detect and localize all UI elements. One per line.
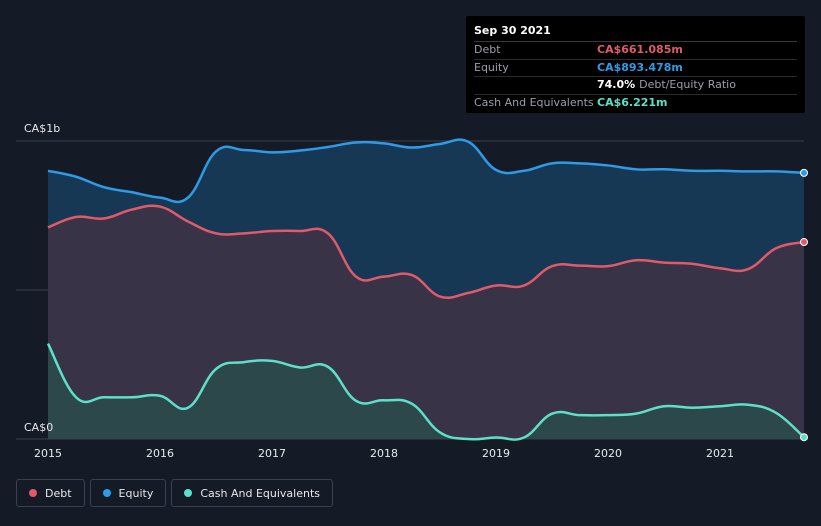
tooltip-row: Debt CA$661.085m — [474, 42, 797, 60]
tooltip-rows: Debt CA$661.085m Equity CA$893.478m 74.0% Deb… — [474, 42, 797, 111]
chart-lines — [46, 138, 805, 441]
x-tick-2015: 2015 — [34, 447, 62, 460]
debt-endpoint — [800, 238, 808, 247]
legend-label: Equity — [118, 486, 154, 500]
cash-and-equivalents-line — [46, 343, 805, 441]
tooltip-row-suffix: Debt/Equity Ratio — [639, 78, 736, 91]
tooltip-row-value: 74.0% — [597, 78, 636, 91]
tooltip-row: Equity CA$893.478m — [474, 60, 797, 77]
legend-item-debt[interactable]: Debt — [16, 479, 85, 507]
chart-legend: Debt Equity Cash And Equivalents — [16, 479, 333, 507]
equity-endpoint — [800, 168, 808, 177]
legend-item-equity[interactable]: Equity — [89, 479, 167, 507]
chart-areas — [48, 139, 804, 440]
x-tick-2017: 2017 — [258, 447, 286, 460]
tooltip-row: 74.0% Debt/Equity Ratio — [474, 77, 797, 95]
legend-dot-icon — [102, 489, 111, 497]
tooltip-row-value: CA$661.085m — [597, 43, 683, 56]
debt-equity-chart: CA$1b CA$0 2015 2016 2017 2018 2019 2020 2021 — [16, 122, 808, 460]
x-axis: 2015 2016 2017 2018 2019 2020 2021 — [34, 447, 734, 460]
legend-item-cash-and-equivalents[interactable]: Cash And Equivalents — [171, 479, 333, 507]
y-label-top: CA$1b — [24, 122, 60, 135]
y-axis: CA$1b CA$0 — [24, 122, 60, 434]
debt-line — [47, 204, 805, 300]
legend-label: Cash And Equivalents — [200, 486, 320, 500]
tooltip-row-label — [474, 77, 597, 94]
data-tooltip: Sep 30 2021 Debt CA$661.085m Equity CA$893.… — [466, 16, 805, 113]
legend-dot-icon — [29, 489, 37, 497]
tooltip-row-label: Debt — [474, 43, 501, 56]
legend-label: Debt — [45, 486, 72, 500]
chart-endpoints — [800, 168, 808, 442]
x-tick-2019: 2019 — [482, 447, 510, 460]
tooltip-row-value: CA$893.478m — [597, 60, 683, 74]
legend-dot-icon — [184, 489, 193, 497]
tooltip-row-label: Cash And Equivalents — [474, 95, 594, 109]
cash-and-equivalents-endpoint — [800, 433, 808, 442]
x-tick-2021: 2021 — [706, 447, 734, 460]
x-tick-2020: 2020 — [594, 447, 622, 460]
x-tick-2016: 2016 — [146, 447, 174, 460]
tooltip-row-label: Equity — [474, 60, 509, 74]
y-label-bottom: CA$0 — [24, 421, 53, 434]
tooltip-row-value: CA$6.221m — [597, 95, 668, 109]
tooltip-date: Sep 30 2021 — [474, 24, 797, 42]
tooltip-row: Cash And Equivalents CA$6.221m — [474, 95, 797, 112]
x-tick-2018: 2018 — [370, 447, 398, 460]
equity-line — [47, 138, 805, 204]
